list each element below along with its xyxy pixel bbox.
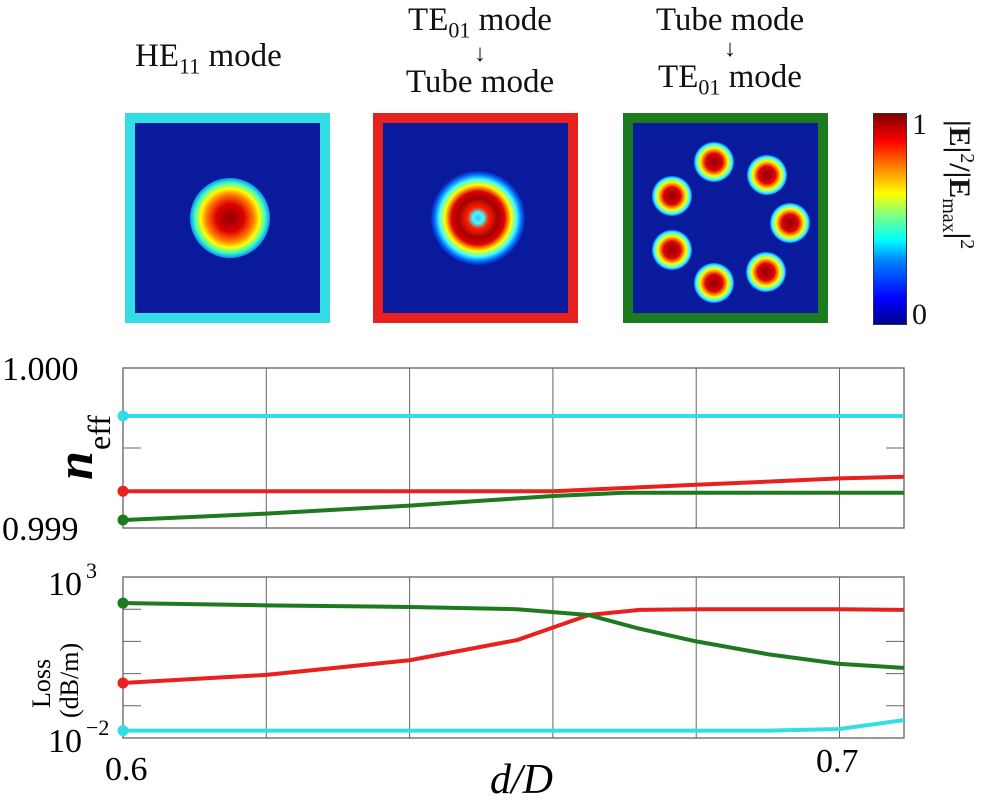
ytick-1e3: 10 <box>48 566 82 603</box>
series-line <box>123 718 905 733</box>
series-start-marker <box>117 677 129 689</box>
colorbar-max: 1 <box>912 108 927 141</box>
series-start-marker <box>117 725 129 737</box>
mode-label-he11: HE11 mode <box>135 38 282 80</box>
series-line <box>122 607 905 686</box>
label-text: mode <box>470 2 552 38</box>
plot-frame <box>122 367 905 529</box>
label-text: mode <box>200 38 282 74</box>
ytick-1e-2-exp: −2 <box>86 715 109 740</box>
ytick-1e-2: 10 <box>48 723 82 760</box>
label-sub: 11 <box>179 53 201 79</box>
label-sub: max <box>938 198 960 233</box>
xtick-0.6: 0.6 <box>105 751 148 788</box>
label-text: /|E <box>943 163 976 199</box>
label-text: Tube mode <box>405 63 555 100</box>
ytick-bottom: 0.999 <box>2 511 79 548</box>
series-start-marker <box>117 597 129 609</box>
tube-te01-field-panel <box>623 113 828 323</box>
field-spot <box>694 142 735 183</box>
series-line <box>122 601 905 670</box>
ytick-top: 1.000 <box>2 351 79 388</box>
neff-plot <box>117 367 905 529</box>
series-start-marker <box>117 485 129 497</box>
label-text: TE <box>658 59 699 95</box>
field-ring <box>431 171 525 265</box>
field-spot <box>746 251 787 292</box>
mode-label-tube-to-te01: Tube mode ↓ TE01 mode <box>630 2 830 101</box>
series-line <box>122 490 904 522</box>
series-line <box>123 474 905 494</box>
colorbar <box>873 113 907 325</box>
series-start-marker <box>117 410 129 422</box>
field-spot <box>769 203 810 244</box>
label-sub: 01 <box>698 74 721 100</box>
label-text: mode <box>720 59 802 95</box>
he11-field-panel <box>125 113 330 323</box>
field-spot <box>652 175 693 216</box>
label-text: n <box>47 451 104 480</box>
label-text: |E| <box>943 120 976 154</box>
field-spot <box>746 154 787 195</box>
mode-label-te01-to-tube: TE01 mode ↓ Tube mode <box>385 2 575 101</box>
label-text: (dB/m) <box>55 643 84 718</box>
label-sup: 2 <box>956 239 978 250</box>
plots: 1.000 0.999 n eff 10 3 10 −2 Loss (dB/m)… <box>2 351 905 800</box>
field-spot <box>693 263 734 304</box>
label-sub: 01 <box>448 17 471 43</box>
loss-ylabel: Loss (dB/m) <box>27 643 84 718</box>
ytick-1e3-exp: 3 <box>86 558 97 583</box>
colorbar-label: |E|2/|Emax|2 <box>937 120 978 249</box>
label-text: Loss <box>27 659 56 708</box>
xlabel: d/D <box>490 757 553 800</box>
arrow-down-icon: ↓ <box>474 40 486 67</box>
label-text: TE <box>408 2 449 38</box>
loss-plot <box>117 576 905 739</box>
label-text: Tube mode <box>655 2 805 38</box>
neff-ylabel: n eff <box>47 415 117 480</box>
label-sup: 2 <box>956 153 978 164</box>
te01-tube-field-panel <box>373 113 578 323</box>
field-spot <box>652 229 693 270</box>
field-spot <box>190 178 270 258</box>
label-text: HE <box>135 38 179 74</box>
label-sub: eff <box>81 415 117 450</box>
series-start-marker <box>117 514 129 526</box>
xtick-0.7: 0.7 <box>816 743 859 780</box>
colorbar-min: 0 <box>912 298 927 331</box>
arrow-down-icon: ↓ <box>724 36 736 62</box>
